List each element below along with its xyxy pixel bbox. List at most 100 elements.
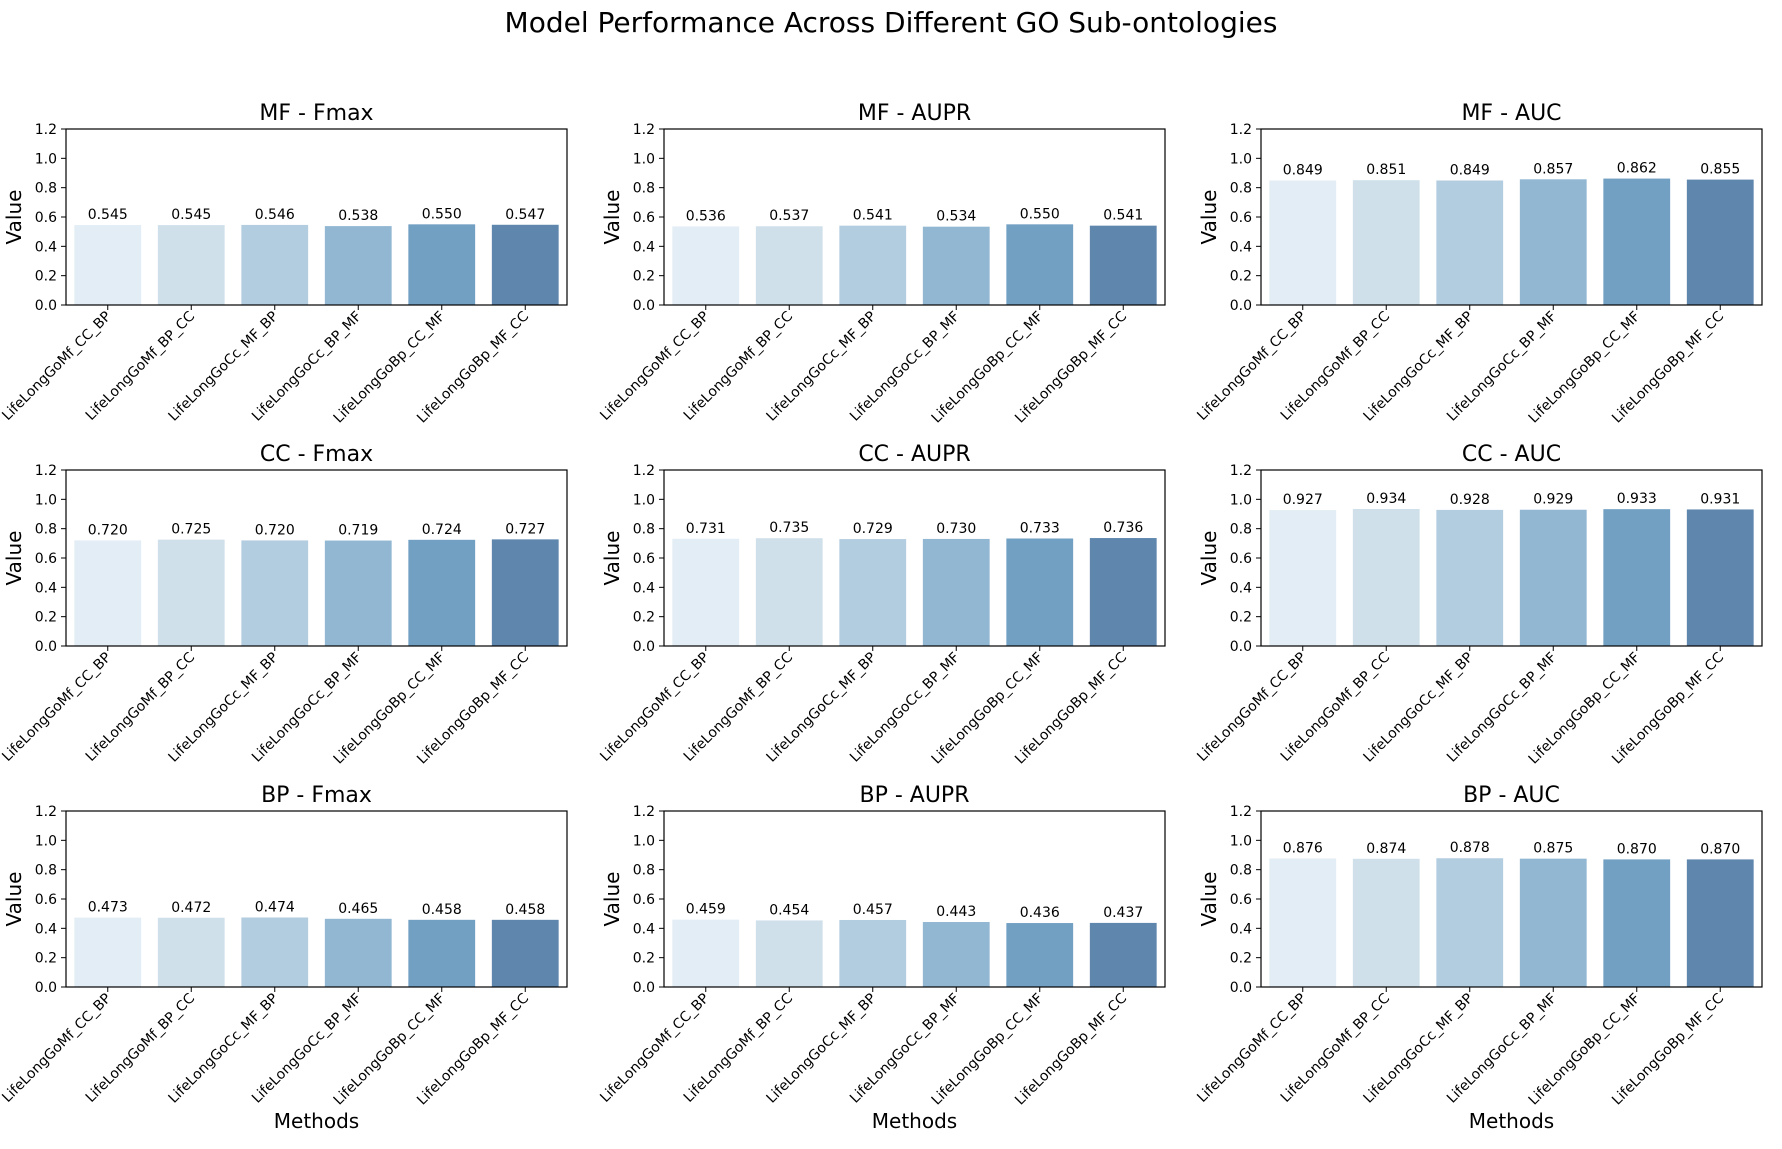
bar-value-label: 0.719: [338, 523, 378, 539]
bar: [241, 540, 309, 646]
y-tick-label: 0.4: [1230, 239, 1252, 255]
bar-value-label: 0.550: [1020, 206, 1060, 222]
y-tick-label: 0.0: [633, 298, 655, 314]
y-axis-label: Value: [1197, 531, 1221, 586]
bar: [408, 224, 476, 305]
bar-value-label: 0.849: [1283, 162, 1323, 178]
bar: [839, 919, 907, 987]
bar-value-label: 0.929: [1533, 492, 1573, 508]
subplot-title: BP - Fmax: [261, 783, 372, 808]
bar-value-label: 0.536: [686, 208, 726, 224]
y-tick-label: 0.0: [1230, 298, 1252, 314]
bar-value-label: 0.473: [88, 900, 128, 916]
y-tick-label: 1.0: [633, 151, 655, 167]
bar-value-label: 0.730: [936, 521, 976, 537]
bar: [157, 225, 225, 305]
bar: [241, 917, 309, 987]
y-tick-label: 0.4: [35, 580, 57, 596]
bar-value-label: 0.720: [255, 522, 295, 538]
y-tick-label: 0.0: [633, 639, 655, 655]
bar: [1006, 538, 1074, 646]
y-tick-label: 0.2: [633, 610, 655, 626]
y-tick-label: 0.8: [1230, 863, 1252, 879]
bar: [1006, 923, 1074, 987]
y-tick-label: 1.2: [633, 122, 655, 138]
bar: [839, 539, 907, 646]
y-tick-label: 0.6: [633, 892, 655, 908]
subplot-title: MF - AUC: [1461, 101, 1561, 126]
bar: [1269, 510, 1337, 646]
subplot: MF - AUC0.00.20.40.60.81.01.2Value0.849L…: [1194, 101, 1763, 426]
subplot: BP - AUC0.00.20.40.60.81.01.2Value0.876L…: [1194, 783, 1763, 1133]
y-axis-label: Value: [2, 872, 26, 927]
bar-value-label: 0.537: [769, 208, 809, 224]
y-tick-label: 0.6: [1230, 892, 1252, 908]
axes-frame: [663, 810, 1166, 988]
bar: [241, 224, 309, 305]
bar-value-label: 0.545: [88, 207, 128, 223]
y-tick-label: 0.2: [35, 951, 57, 967]
bar-value-label: 0.458: [422, 902, 462, 918]
y-tick-label: 0.2: [633, 269, 655, 285]
bar-value-label: 0.534: [936, 209, 976, 225]
bar: [1436, 180, 1504, 305]
bar: [922, 226, 990, 305]
y-tick-label: 0.4: [35, 921, 57, 937]
subplot-title: CC - AUPR: [858, 442, 970, 467]
bar-value-label: 0.474: [255, 899, 295, 915]
bar-value-label: 0.857: [1533, 161, 1573, 177]
bar: [1436, 858, 1504, 987]
bar: [157, 539, 225, 646]
bar: [324, 540, 392, 646]
subplot-title: MF - AUPR: [858, 101, 971, 126]
y-tick-label: 0.8: [35, 522, 57, 538]
bar-value-label: 0.878: [1450, 840, 1490, 856]
y-tick-label: 1.0: [1230, 492, 1252, 508]
bar: [1352, 180, 1420, 305]
bar-value-label: 0.736: [1103, 520, 1143, 536]
x-axis-label: Methods: [1469, 1109, 1554, 1133]
axes-frame: [65, 810, 568, 988]
bar-value-label: 0.875: [1533, 841, 1573, 857]
bar-value-label: 0.849: [1450, 162, 1490, 178]
bar-value-label: 0.735: [769, 520, 809, 536]
y-tick-label: 1.0: [35, 151, 57, 167]
subplot-title: BP - AUPR: [860, 783, 970, 808]
y-tick-label: 0.8: [35, 863, 57, 879]
bar: [1519, 179, 1587, 305]
subplot: MF - AUPR 0.0 0.2 0.4 0.6 0.8 1.0 1.2 Value 0.536…: [597, 101, 1166, 426]
y-axis-label: Value: [1197, 190, 1221, 245]
y-tick-label: 0.2: [35, 610, 57, 626]
bar-value-label: 0.465: [338, 901, 378, 917]
y-tick-label: 0.4: [633, 580, 655, 596]
axes-frame: [1260, 469, 1763, 647]
bar: [408, 539, 476, 646]
y-tick-label: 0.0: [35, 639, 57, 655]
axes-frame: [663, 128, 1166, 306]
bar-value-label: 0.729: [853, 521, 893, 537]
y-axis-label: Value: [2, 190, 26, 245]
bar-value-label: 0.545: [171, 207, 211, 223]
axes-frame: [663, 469, 1166, 647]
y-tick-label: 0.8: [1230, 181, 1252, 197]
bar: [74, 917, 142, 987]
y-tick-label: 1.2: [35, 804, 57, 820]
bar-value-label: 0.547: [505, 207, 545, 223]
axes-frame: [1260, 810, 1763, 988]
y-tick-label: 0.4: [1230, 580, 1252, 596]
y-tick-label: 0.2: [1230, 269, 1252, 285]
y-axis-label: Value: [600, 531, 624, 586]
y-tick-label: 0.8: [633, 522, 655, 538]
y-axis-label: Value: [2, 531, 26, 586]
subplot: BP - AUPR 0.0 0.2 0.4 0.6 0.8 1.0 1.2 Value 0.459…: [597, 783, 1166, 1133]
bar-value-label: 0.454: [769, 902, 809, 918]
subplot: CC - Fmax 0.0 0.2 0.4 0.6 0.8 1.0 1.2 Value 0.720…: [0, 442, 568, 767]
axes-frame: [1260, 128, 1763, 306]
bar: [1686, 859, 1754, 987]
bar: [1352, 509, 1420, 646]
bar-value-label: 0.541: [853, 208, 893, 224]
y-tick-label: 0.4: [633, 921, 655, 937]
y-tick-label: 0.6: [633, 551, 655, 567]
bar: [324, 918, 392, 987]
